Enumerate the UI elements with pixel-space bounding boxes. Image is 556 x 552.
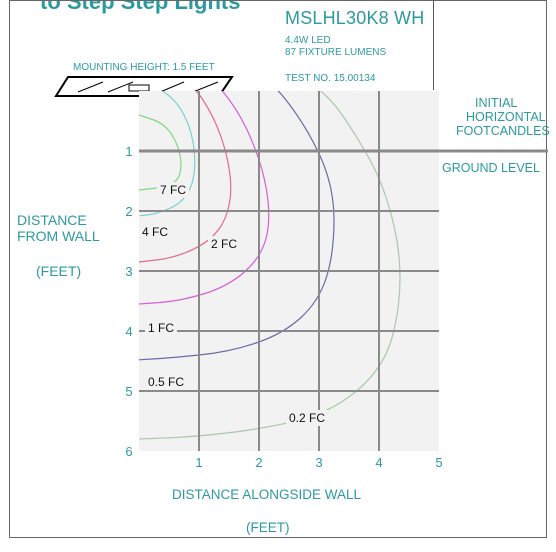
contour-label-background bbox=[139, 224, 171, 240]
contour-label-background bbox=[145, 374, 190, 390]
chart-frame bbox=[9, 0, 547, 538]
x-tick-label: 5 bbox=[435, 455, 442, 470]
y-tick-label: 2 bbox=[125, 204, 132, 219]
left-axis-unit: (FEET) bbox=[36, 263, 82, 279]
y-tick-label: 4 bbox=[125, 324, 132, 339]
y-tick-label: 1 bbox=[125, 144, 132, 159]
contour-label: 0.5 FC bbox=[148, 375, 184, 389]
contour-label-background bbox=[157, 182, 189, 198]
lumens-label: 87 FIXTURE LUMENS bbox=[285, 47, 387, 58]
contour-label: 7 FC bbox=[160, 183, 186, 197]
contour-label: 1 FC bbox=[148, 321, 174, 335]
x-tick-label: 3 bbox=[315, 455, 322, 470]
contour-label: 4 FC bbox=[142, 225, 168, 239]
footcandles-label: FOOTCANDLES bbox=[456, 124, 550, 138]
initial-label: INITIAL bbox=[475, 96, 518, 110]
contour-1-fc bbox=[139, 91, 270, 305]
fixture-info-box bbox=[276, 0, 434, 90]
y-tick-label: 3 bbox=[125, 264, 132, 279]
contour-2-fc bbox=[139, 91, 232, 263]
contour-label-background bbox=[286, 410, 331, 426]
contour-label: 0.2 FC bbox=[289, 411, 325, 425]
distance-from-wall-line2: FROM WALL bbox=[17, 228, 100, 244]
model-number: MSLHL30K8 WH bbox=[285, 8, 425, 28]
contour-0-2-fc bbox=[139, 91, 401, 440]
horizontal-label: HORIZONTAL bbox=[466, 110, 546, 124]
ground-level-label: GROUND LEVEL bbox=[442, 161, 540, 175]
contour-7-fc bbox=[139, 114, 182, 191]
x-tick-label: 2 bbox=[255, 455, 262, 470]
x-tick-label: 1 bbox=[195, 455, 202, 470]
distance-from-wall-line1: DISTANCE bbox=[17, 212, 87, 228]
contour-4-fc bbox=[139, 91, 196, 217]
bottom-axis-unit: (FEET) bbox=[246, 520, 290, 535]
contour-label: 2 FC bbox=[211, 237, 237, 251]
x-tick-label: 4 bbox=[375, 455, 382, 470]
contour-label-background bbox=[145, 320, 177, 336]
test-number-label: TEST NO. 15.00134 bbox=[285, 73, 376, 84]
clipped-page-title: to Step Step Lights bbox=[40, 0, 241, 14]
wattage-label: 4.4W LED bbox=[285, 35, 331, 46]
contour-label-background bbox=[208, 236, 240, 252]
bottom-axis-title: DISTANCE ALONGSIDE WALL bbox=[172, 487, 362, 502]
y-tick-label: 6 bbox=[125, 444, 132, 459]
y-tick-label: 5 bbox=[125, 384, 132, 399]
mounting-height-label: MOUNTING HEIGHT: 1.5 FEET bbox=[73, 62, 215, 73]
